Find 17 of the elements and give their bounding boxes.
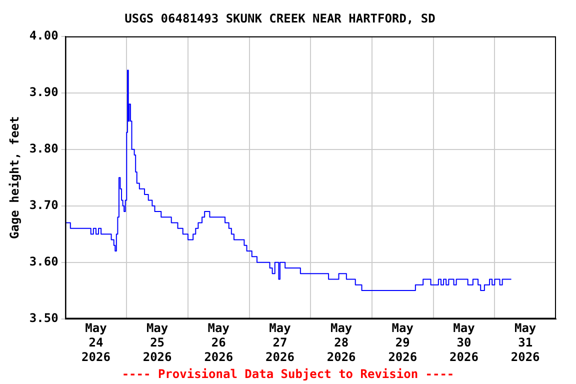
- text: ---- Provisional Data Subject to Revision ----: [122, 367, 454, 382]
- x-tick-label: May 30 2026: [450, 321, 478, 364]
- y-tick-label: 4.00: [29, 28, 58, 43]
- x-tick-label: May 24 2026: [82, 321, 110, 364]
- x-tick-label: May 25 2026: [142, 321, 172, 364]
- x-tick-label: May 29 2026: [388, 321, 418, 364]
- chart-title: USGS 06481493 SKUNK CREEK NEAR HARTFORD, SD: [124, 11, 436, 26]
- x-tick-label: May 28 2026: [326, 321, 356, 364]
- y-tick-label: 3.50: [29, 310, 58, 325]
- x-tick-label: May 27 2026: [266, 321, 294, 364]
- x-tick-label: May 26 2026: [204, 321, 234, 364]
- x-tick-label: May 31 2026: [510, 321, 540, 364]
- y-tick-label: 3.90: [29, 85, 58, 100]
- y-axis-title: Gage height, feet: [7, 116, 22, 240]
- y-tick-label: 3.60: [29, 254, 58, 268]
- y-tick-label: 3.70: [29, 198, 58, 212]
- y-tick-label: 3.80: [29, 141, 58, 156]
